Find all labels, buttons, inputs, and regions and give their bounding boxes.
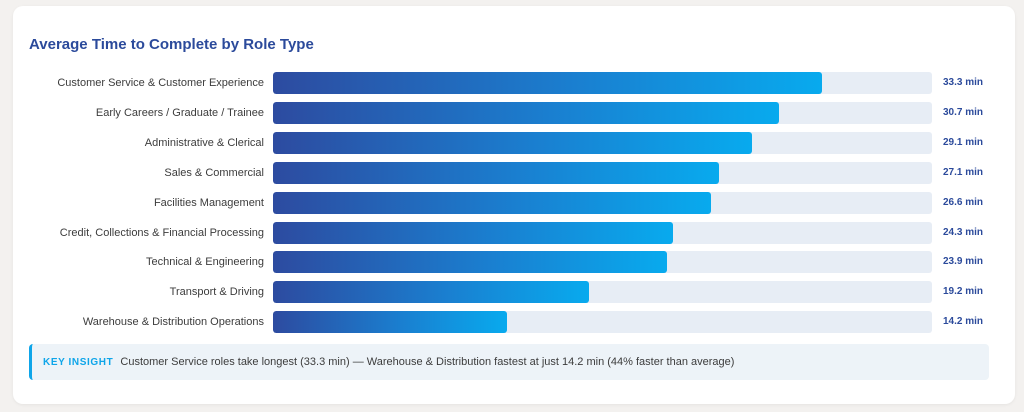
bar-row: Administrative & Clerical 29.1 min <box>0 131 1024 154</box>
bar-row: Transport & Driving 19.2 min <box>0 281 1024 304</box>
bar-track <box>273 191 932 214</box>
category-label: Technical & Engineering <box>145 256 264 269</box>
bar-row: Warehouse & Distribution Operations 14.2 … <box>0 311 1024 334</box>
category-label: Transport & Driving <box>169 286 264 299</box>
bar-track <box>273 131 932 154</box>
bar-row: Credit, Collections & Financial Processi… <box>0 221 1024 244</box>
value-label: 33.3 min <box>943 77 984 88</box>
bar-row: Facilities Management 26.6 min <box>0 191 1024 214</box>
key-insight-label: KEY INSIGHT <box>43 357 114 368</box>
category-label: Sales & Commercial <box>164 166 264 179</box>
bar-row: Customer Service & Customer Experience 33… <box>0 72 1024 94</box>
bar <box>273 72 822 94</box>
value-label: 27.1 min <box>943 166 984 178</box>
category-label: Customer Service & Customer Experience <box>57 77 264 89</box>
bar <box>273 311 507 334</box>
key-insight-text: Customer Service roles take longest (33.… <box>120 356 735 368</box>
bar-row: Technical & Engineering 23.9 min <box>0 251 1024 274</box>
bar-track <box>273 101 932 124</box>
category-label: Early Careers / Graduate / Trainee <box>95 106 264 119</box>
value-label: 30.7 min <box>943 106 984 118</box>
bar-track <box>273 251 932 274</box>
value-label: 24.3 min <box>943 226 984 238</box>
bar <box>273 251 667 274</box>
chart-title: Average Time to Complete by Role Type <box>29 36 314 53</box>
bar-track <box>273 311 932 334</box>
bar-track <box>273 281 932 304</box>
value-label: 26.6 min <box>943 196 984 208</box>
bar <box>273 131 753 154</box>
value-label: 29.1 min <box>943 136 984 148</box>
key-insight-box: KEY INSIGHT Customer Service roles take … <box>29 344 989 380</box>
bar <box>273 161 720 184</box>
value-label: 19.2 min <box>943 286 984 298</box>
category-label: Facilities Management <box>153 196 264 209</box>
category-label: Credit, Collections & Financial Processi… <box>59 226 264 239</box>
bar-row: Early Careers / Graduate / Trainee 30.7 m… <box>0 101 1024 124</box>
value-label: 14.2 min <box>943 316 984 328</box>
bar-row: Sales & Commercial 27.1 min <box>0 161 1024 184</box>
category-label: Warehouse & Distribution Operations <box>82 316 264 329</box>
bar <box>273 101 779 124</box>
category-label: Administrative & Clerical <box>144 136 264 149</box>
bar <box>273 191 712 214</box>
bar-track <box>273 161 932 184</box>
bar-track <box>273 72 932 94</box>
value-label: 23.9 min <box>943 256 984 268</box>
bar-track <box>273 221 932 244</box>
bar <box>273 281 590 304</box>
bar <box>273 221 674 244</box>
